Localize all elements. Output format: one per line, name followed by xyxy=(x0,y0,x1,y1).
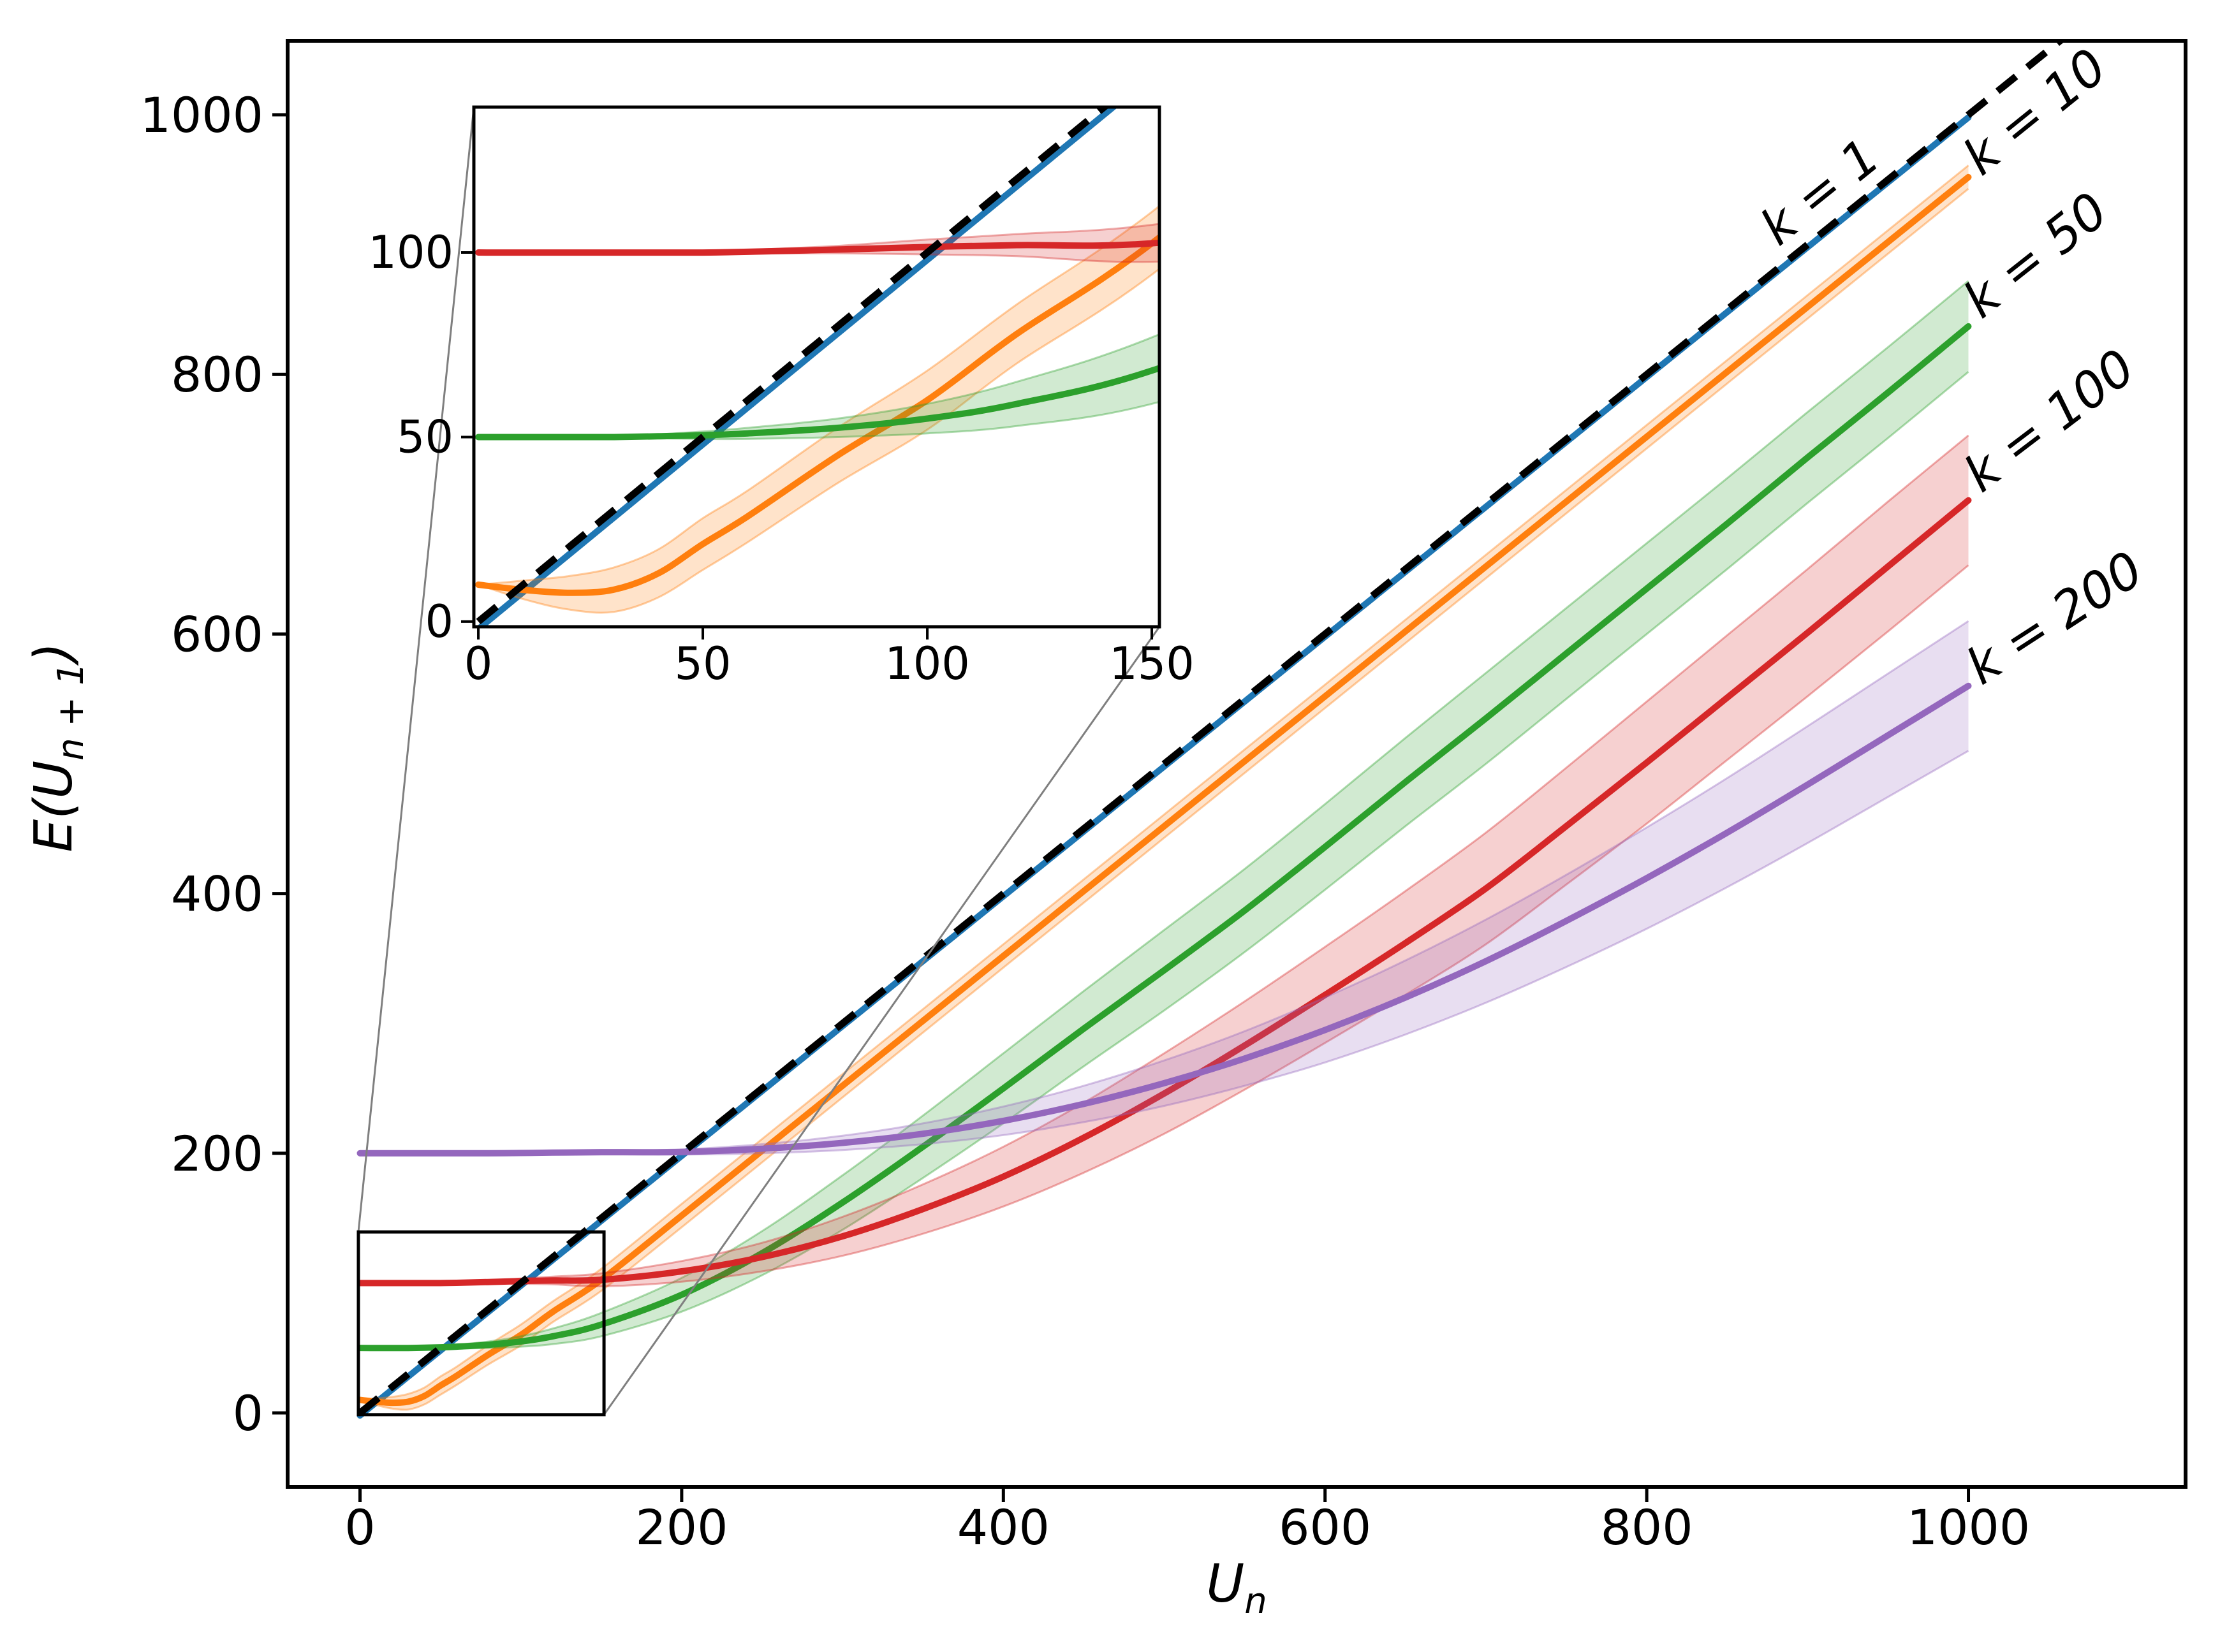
x-tick-label: 600 xyxy=(1279,1499,1371,1556)
band-upper-edge xyxy=(478,333,1159,439)
curve-line-k-10 xyxy=(357,173,1972,1407)
x-axis-label: Un xyxy=(1206,1554,1267,1622)
inset-axes: 0 50 100 150 0 50 100 xyxy=(368,105,1195,690)
main-axes-content xyxy=(357,41,2066,1419)
curve-line-k-10 xyxy=(475,233,1159,596)
confidence-band-k-50 xyxy=(478,334,1159,439)
y-tick-label: 1000 xyxy=(140,87,263,143)
series-main-k-200 xyxy=(357,620,1972,1157)
inset-axis-ticks: 0 50 100 150 0 50 100 xyxy=(368,226,1194,690)
y-tick-label: 600 xyxy=(171,606,263,662)
series-inset-k-50 xyxy=(475,333,1159,441)
zoom-indicator-box xyxy=(357,1230,606,1417)
inset-y-tick-label: 0 xyxy=(425,596,453,648)
y-tick-label: 200 xyxy=(171,1125,263,1182)
band-upper-edge xyxy=(478,205,1159,586)
inset-x-tick-label: 150 xyxy=(1109,638,1195,690)
series-main-k-50 xyxy=(357,280,1972,1352)
curve-label-k=200: k = 200 xyxy=(1957,541,2153,696)
inset-x-tick-label: 50 xyxy=(674,638,731,690)
band-upper-edge xyxy=(478,223,1159,254)
band-lower-edge xyxy=(478,251,1159,263)
zoom-connector-right xyxy=(603,626,1161,1415)
confidence-band-k-100 xyxy=(360,435,1969,1287)
inset-y-tick-label: 100 xyxy=(368,226,453,279)
y-tick-label: 800 xyxy=(171,346,263,403)
x-tick-label: 400 xyxy=(957,1499,1050,1556)
y-tick-label: 0 xyxy=(233,1385,263,1442)
curve-line-k-100 xyxy=(357,497,1972,1287)
curve-line-k-50 xyxy=(475,365,1159,441)
main-axes-frame xyxy=(286,39,2187,1489)
inset-axes-content xyxy=(475,107,1159,627)
band-lower-edge xyxy=(360,187,1969,1411)
inset-y-tick-label: 50 xyxy=(397,411,453,463)
series-main-k-1 xyxy=(357,114,1972,1419)
y-axis-label: E(Un + 1) xyxy=(24,642,92,852)
x-tick-label: 1000 xyxy=(1907,1499,2030,1556)
x-tick-label: 0 xyxy=(344,1499,375,1556)
series-inset-k-10 xyxy=(475,205,1159,614)
confidence-band-k-100 xyxy=(478,224,1159,262)
x-tick-label: 200 xyxy=(635,1499,728,1556)
band-lower-edge xyxy=(478,400,1159,441)
inset-axes-frame xyxy=(472,105,1161,629)
curve-line-k-100 xyxy=(475,239,1159,256)
band-lower-edge xyxy=(478,267,1159,614)
zoom-connector-left xyxy=(357,106,475,1232)
confidence-band-k-200 xyxy=(360,621,1969,1155)
inset-x-tick-label: 100 xyxy=(885,638,970,690)
curve-label-k=100: k = 100 xyxy=(1954,339,2146,504)
curve-line-k-1 xyxy=(357,114,1972,1419)
identity-dashed-line xyxy=(358,41,2066,1416)
y-tick-label: 400 xyxy=(171,866,263,923)
series-inset-k-100 xyxy=(475,223,1159,263)
curve-line-k-200 xyxy=(357,682,1972,1157)
x-tick-label: 800 xyxy=(1601,1499,1693,1556)
curve-label-k=50: k = 50 xyxy=(1953,182,2119,329)
band-upper-edge xyxy=(360,164,1969,1401)
series-main-k-100 xyxy=(357,434,1972,1288)
inset-x-tick-label: 0 xyxy=(464,638,493,690)
series-main-k-10 xyxy=(357,164,1972,1411)
curve-line-k-50 xyxy=(357,323,1972,1352)
